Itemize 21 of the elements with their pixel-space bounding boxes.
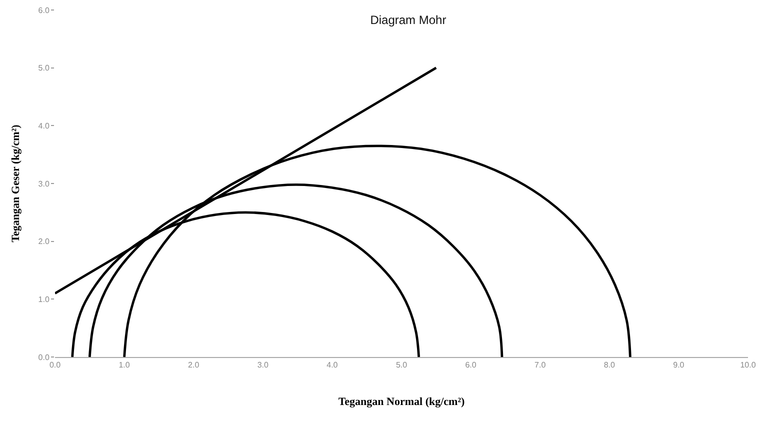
y-tick-label: 6.0	[38, 6, 50, 15]
y-tick-label: 5.0	[38, 64, 50, 73]
y-tick-label: 0.0	[38, 352, 50, 362]
y-tick-label: 2.0	[38, 237, 50, 246]
x-tick-label: 10.0	[740, 360, 756, 370]
chart-title: Diagram Mohr	[370, 13, 446, 28]
y-tick-label: 4.0	[38, 121, 50, 130]
x-tick-label: 5.0	[396, 360, 408, 370]
y-tick-label: 3.0	[38, 179, 50, 188]
x-tick-label: 3.0	[257, 360, 270, 370]
x-tick-label: 0.0	[49, 360, 62, 370]
x-tick-label: 9.0	[673, 360, 685, 370]
y-tick-label: 1.0	[38, 294, 50, 304]
x-tick-label: 6.0	[465, 360, 477, 370]
x-tick-label: 8.0	[604, 360, 616, 370]
x-tick-label: 2.0	[188, 360, 200, 370]
x-tick-label: 4.0	[326, 360, 338, 370]
x-axis-title: Tegangan Normal (kg/cm²)	[338, 396, 465, 408]
x-tick-label: 7.0	[534, 360, 546, 370]
x-tick-label: 1.0	[118, 360, 130, 370]
y-axis-title: Tegangan Geser (kg/cm²)	[10, 124, 22, 242]
